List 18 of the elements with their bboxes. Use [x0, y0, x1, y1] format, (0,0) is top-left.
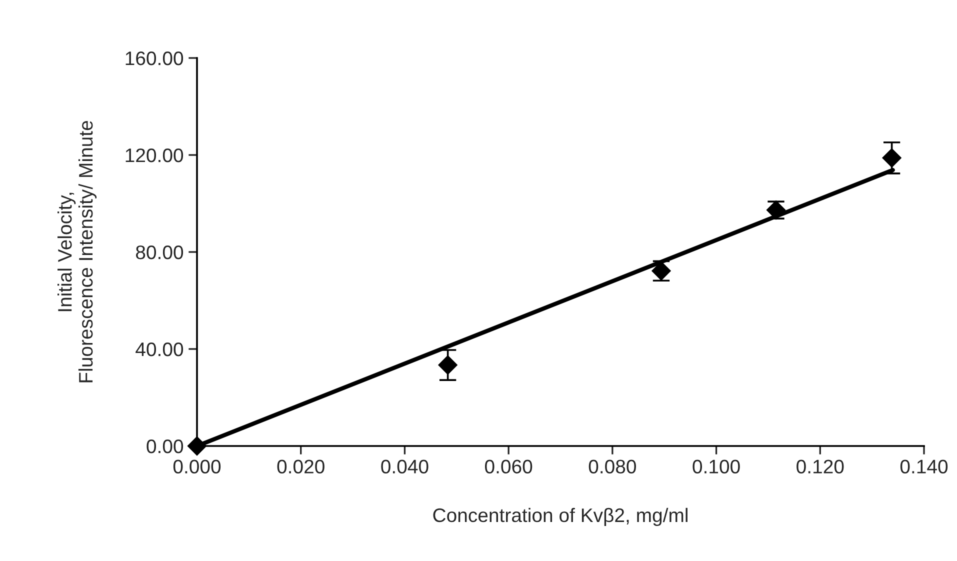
x-tick-label: 0.120 [796, 460, 844, 474]
x-tick-label: 0.040 [381, 460, 428, 474]
y-tick-label: 120.00 [126, 148, 184, 162]
x-tick-label: 0.140 [900, 460, 948, 474]
y-axis-title: Initial Velocity, Fluorescence Intensity/ Minute [57, 121, 97, 382]
y-tick-label: 80.00 [136, 245, 184, 260]
x-tick-label: 0.000 [173, 460, 221, 474]
point [187, 436, 207, 456]
x-axis-title: Concentration of Kvβ2, mg/ml [433, 508, 688, 526]
y-tick-label: 160.00 [126, 51, 184, 66]
x-tick-label: 0.080 [588, 460, 636, 474]
point [882, 148, 902, 168]
y-tick-label: 40.00 [136, 342, 184, 356]
point [438, 355, 458, 375]
x-tick-label: 0.020 [277, 460, 324, 474]
x-tick-label: 0.060 [485, 460, 532, 474]
x-tick-label: 0.100 [692, 460, 740, 474]
y-tick-label: 0.00 [146, 439, 184, 454]
